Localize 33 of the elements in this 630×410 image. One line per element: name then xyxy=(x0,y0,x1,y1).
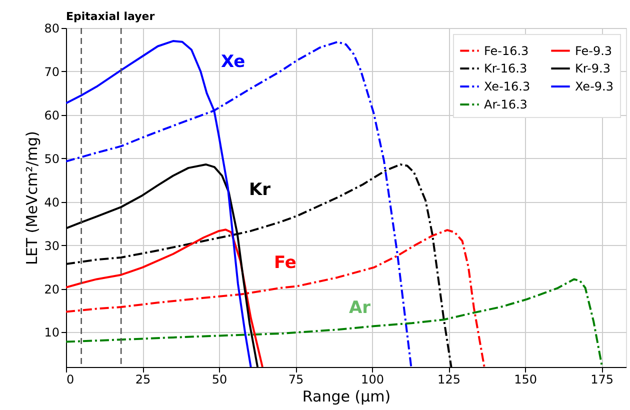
x-tick-label: 25 xyxy=(135,372,151,386)
legend-label: Kr-16.3 xyxy=(484,62,528,76)
line-series xyxy=(66,40,412,367)
y-tick-label: 40 xyxy=(44,195,60,210)
annotation: Xe xyxy=(221,52,246,72)
annotation: Fe xyxy=(274,253,296,273)
legend-label: Xe-16.3 xyxy=(484,80,530,94)
line-series xyxy=(66,229,486,367)
y-axis-title: LET (MeVcm²/mg) xyxy=(23,131,42,265)
annotation: Kr xyxy=(249,180,272,200)
x-tick-label: 125 xyxy=(438,372,460,386)
x-tick-label: 175 xyxy=(590,372,614,386)
text: Epitaxial layer xyxy=(66,10,156,23)
x-tick-label: 50 xyxy=(212,372,228,386)
x-axis-title: Range (μm) xyxy=(302,388,391,406)
legend-label: Kr-9.3 xyxy=(575,62,610,76)
y-tick-label: 50 xyxy=(44,152,60,166)
x-tick-label: 150 xyxy=(514,372,537,386)
legend-label: Xe-9.3 xyxy=(575,80,614,94)
annotation: Ar xyxy=(349,298,372,318)
y-tick-label: 70 xyxy=(44,64,60,79)
legend-label: Fe-9.3 xyxy=(575,44,612,58)
legend-label: Fe-16.3 xyxy=(484,44,529,58)
y-tick-label: 10 xyxy=(44,326,60,340)
y-tick-label: 20 xyxy=(44,282,60,296)
y-tick-label: 80 xyxy=(44,22,60,36)
y-tick-label: 60 xyxy=(44,108,60,122)
y-tick-label: 30 xyxy=(44,238,60,253)
x-tick-label: 100 xyxy=(361,372,384,386)
x-tick-label: 0 xyxy=(66,372,74,386)
legend-label: Ar-16.3 xyxy=(484,98,528,112)
line-series xyxy=(66,278,604,367)
x-tick-label: 75 xyxy=(288,372,304,386)
